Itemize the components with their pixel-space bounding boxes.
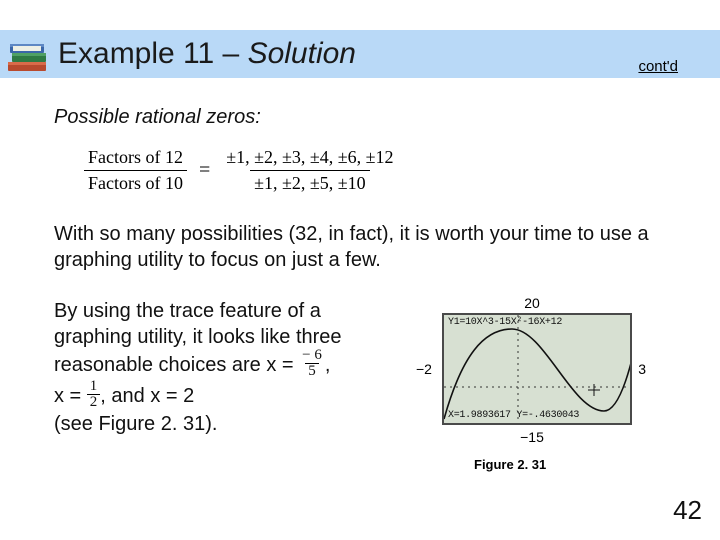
fraction-equation: Factors of 12 Factors of 10 = ±1, ±2, ±3… bbox=[84, 147, 674, 194]
content-area: Possible rational zeros: Factors of 12 F… bbox=[54, 106, 674, 472]
solution-word: Solution bbox=[248, 37, 356, 70]
graph-svg bbox=[444, 315, 632, 425]
left-frac-den: Factors of 10 bbox=[84, 170, 187, 194]
graph-right-label: 3 bbox=[638, 361, 646, 377]
header-title: Example 11 – Solution bbox=[58, 37, 356, 71]
lower-paragraph: By using the trace feature of a graphing… bbox=[54, 299, 404, 438]
inline-frac-1: − 65 bbox=[299, 348, 325, 379]
example-label: Example 11 – bbox=[58, 37, 248, 70]
body-paragraph-1: With so many possibilities (32, in fact)… bbox=[54, 222, 674, 273]
contd-label: cont'd bbox=[638, 58, 678, 75]
lower-row: By using the trace feature of a graphing… bbox=[54, 299, 674, 472]
subheading: Possible rational zeros: bbox=[54, 106, 674, 129]
graph-bottom-label: −15 bbox=[520, 429, 544, 445]
graph-box: 20 −2 3 −15 Y1=10X^3-15X²-16X+12 bbox=[418, 299, 646, 439]
page-number: 42 bbox=[673, 495, 702, 526]
calc-trace-readout: X=1.9893617 Y=-.4630043 bbox=[448, 410, 579, 421]
books-icon bbox=[6, 40, 52, 78]
left-frac-num: Factors of 12 bbox=[84, 147, 187, 170]
calculator-screen: Y1=10X^3-15X²-16X+12 X=1.9893617 Y=-.463… bbox=[442, 313, 632, 425]
graph-block: 20 −2 3 −15 Y1=10X^3-15X²-16X+12 bbox=[418, 299, 646, 472]
curve bbox=[444, 329, 632, 419]
slide-header: Example 11 – Solution bbox=[0, 30, 720, 78]
trace-cursor bbox=[588, 384, 600, 396]
inline-frac-2: 12 bbox=[87, 379, 101, 410]
equals-sign: = bbox=[199, 159, 210, 182]
right-frac-num: ±1, ±2, ±3, ±4, ±6, ±12 bbox=[222, 147, 397, 170]
graph-left-label: −2 bbox=[416, 361, 432, 377]
left-fraction: Factors of 12 Factors of 10 bbox=[84, 147, 187, 194]
right-frac-den: ±1, ±2, ±5, ±10 bbox=[250, 170, 370, 194]
graph-top-label: 20 bbox=[524, 295, 540, 311]
figure-caption: Figure 2. 31 bbox=[474, 457, 546, 472]
right-fraction: ±1, ±2, ±3, ±4, ±6, ±12 ±1, ±2, ±5, ±10 bbox=[222, 147, 397, 194]
